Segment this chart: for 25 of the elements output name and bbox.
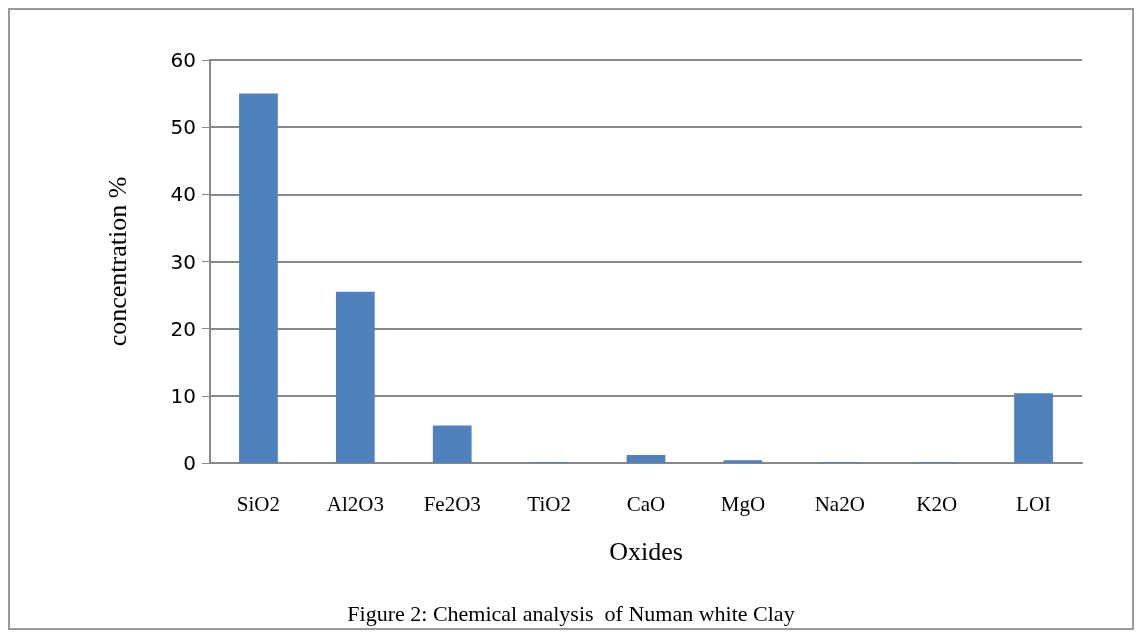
x-tick-label: LOI [1016, 491, 1052, 516]
bar [1014, 393, 1053, 463]
bar [432, 425, 472, 463]
x-tick-label: Na2O [814, 491, 865, 516]
y-tick-label: 40 [170, 182, 196, 207]
x-tick-label: TiO2 [527, 491, 571, 516]
y-tick-label: 50 [170, 115, 196, 140]
x-tick-label: Al2O3 [326, 491, 384, 516]
bar [335, 291, 375, 463]
x-tick-label: CaO [626, 491, 666, 516]
y-tick-label: 10 [170, 383, 196, 408]
bar [239, 93, 278, 463]
y-axis-title: concentration % [102, 176, 132, 347]
y-tick-label: 20 [170, 316, 196, 341]
x-tick-label: MgO [720, 491, 766, 516]
bar [626, 454, 666, 463]
y-tick-label: 60 [170, 48, 196, 72]
y-tick-label: 30 [170, 249, 196, 274]
x-tick-label: Fe2O3 [423, 491, 481, 516]
x-tick-label: SiO2 [236, 491, 281, 516]
caption: Figure 2: Chemical analysis of Numan white Clay [347, 600, 795, 626]
x-axis-title: Oxides [609, 536, 683, 566]
x-tick-label: K2O [916, 491, 958, 516]
y-tick-label: 0 [183, 451, 196, 475]
bar [723, 460, 763, 463]
